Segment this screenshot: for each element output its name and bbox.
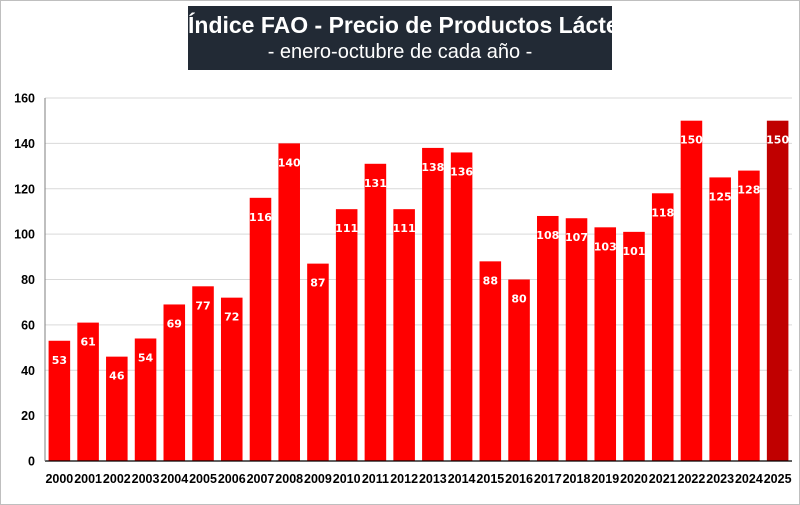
bar-2024 — [738, 170, 760, 461]
x-tick-label: 2014 — [448, 472, 476, 486]
x-tick-label: 2011 — [362, 472, 389, 486]
data-label: 107 — [565, 231, 588, 244]
data-label: 111 — [335, 222, 358, 235]
bar-2018 — [565, 218, 588, 461]
data-label: 88 — [483, 274, 498, 287]
data-label: 116 — [249, 211, 272, 224]
data-label: 61 — [80, 336, 95, 349]
x-tick-label: 2015 — [476, 472, 504, 486]
x-tick-label: 2003 — [132, 472, 160, 486]
x-tick-label: 2022 — [678, 472, 706, 486]
x-tick-label: 2017 — [534, 472, 562, 486]
x-tick-label: 2000 — [45, 472, 73, 486]
bar-2003 — [134, 338, 157, 461]
chart-title-box: Índice FAO - Precio de Productos Lácteos… — [188, 6, 646, 70]
x-tick-label: 2007 — [247, 472, 275, 486]
x-tick-label: 2010 — [333, 472, 361, 486]
y-tick-label: 140 — [14, 137, 35, 151]
data-label: 150 — [766, 134, 789, 147]
x-tick-label: 2020 — [620, 472, 648, 486]
x-tick-label: 2012 — [390, 472, 418, 486]
y-tick-label: 120 — [14, 182, 35, 196]
bar-2013 — [422, 147, 444, 461]
bar-2016 — [508, 279, 530, 461]
data-label: 125 — [709, 190, 732, 203]
x-tick-label: 2018 — [563, 472, 591, 486]
bar-2012 — [393, 209, 415, 461]
data-label: 69 — [167, 317, 182, 330]
bar-2007 — [249, 197, 272, 461]
bar-2001 — [77, 322, 99, 461]
data-label: 53 — [52, 354, 67, 367]
data-label: 108 — [536, 229, 559, 242]
data-label: 46 — [109, 370, 125, 383]
bar-2015 — [479, 261, 502, 461]
bar-2008 — [278, 143, 300, 462]
data-label: 72 — [224, 311, 239, 324]
x-tick-label: 2025 — [764, 472, 792, 486]
bar-2004 — [163, 304, 186, 461]
data-label: 138 — [421, 161, 444, 174]
bar-2000 — [48, 340, 71, 461]
x-tick-label: 2004 — [160, 472, 188, 486]
data-label: 150 — [680, 134, 703, 147]
bars — [48, 120, 789, 462]
data-labels: 53 61 46 54 69 77 72 116 140 87 111 131 111 138 136 88 8… — [52, 134, 790, 383]
x-tick-label: 2009 — [304, 472, 332, 486]
data-label: 80 — [511, 293, 527, 306]
bar-2005 — [192, 286, 214, 461]
y-tick-label: 0 — [28, 455, 35, 469]
y-tick-label: 20 — [21, 409, 35, 423]
bar-2022 — [680, 120, 703, 461]
bar-2017 — [537, 215, 559, 461]
data-label: 54 — [138, 351, 154, 364]
x-tick-label: 2021 — [649, 472, 677, 486]
x-tick-label: 2005 — [189, 472, 217, 486]
bar-2006 — [220, 297, 243, 461]
y-tick-label: 100 — [14, 228, 35, 242]
bar-2002 — [106, 356, 128, 461]
x-tick-label: 2024 — [735, 472, 763, 486]
bar-2009 — [307, 263, 329, 461]
x-axis-ticks: 2000 2001 2002 2003 2004 2005 2006 2007 2008 2009… — [45, 472, 791, 486]
y-tick-label: 60 — [21, 318, 35, 332]
bar-2014 — [450, 152, 473, 461]
bar-2010 — [335, 209, 358, 461]
chart-subtitle: - enero-octubre de cada año - — [267, 41, 533, 63]
x-tick-label: 2002 — [103, 472, 131, 486]
y-axis-ticks: 0 20 40 60 80 100 120 140 160 — [14, 92, 35, 469]
y-tick-label: 80 — [21, 273, 35, 287]
bar-2021 — [651, 193, 674, 462]
data-label: 111 — [393, 222, 416, 235]
x-tick-label: 2016 — [505, 472, 533, 486]
data-label: 136 — [450, 165, 473, 178]
data-label: 103 — [594, 240, 617, 253]
data-label: 101 — [622, 245, 645, 258]
data-label: 118 — [651, 206, 674, 219]
data-label: 87 — [310, 277, 325, 290]
x-tick-label: 2006 — [218, 472, 246, 486]
bar-2011 — [364, 163, 387, 462]
data-label: 131 — [364, 177, 387, 190]
data-label: 128 — [737, 184, 760, 197]
x-tick-label: 2001 — [74, 472, 102, 486]
bar-2023 — [709, 177, 731, 461]
bar-2019 — [594, 227, 617, 461]
bar-2020 — [623, 231, 645, 461]
x-tick-label: 2008 — [275, 472, 303, 486]
x-tick-label: 2023 — [706, 472, 734, 486]
data-label: 140 — [278, 156, 301, 169]
y-tick-label: 160 — [14, 92, 35, 106]
chart-title: Índice FAO - Precio de Productos Lácteos — [188, 12, 646, 38]
y-tick-label: 40 — [21, 364, 35, 378]
bar-2025 — [766, 120, 789, 461]
x-tick-label: 2013 — [419, 472, 447, 486]
x-tick-label: 2019 — [591, 472, 619, 486]
data-label: 77 — [195, 299, 210, 312]
